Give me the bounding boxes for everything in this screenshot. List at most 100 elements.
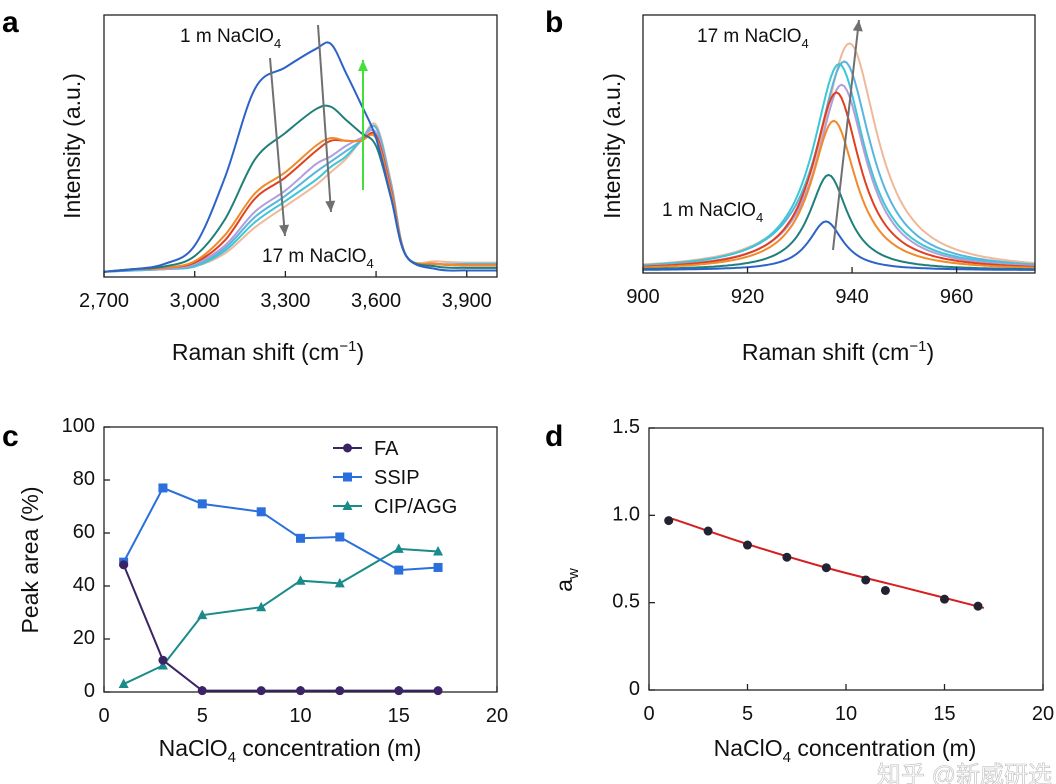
panel-d-x-tick-label: 15 (933, 703, 955, 725)
panel-a-axes-frame (103, 14, 498, 278)
panel-a-x-tick-label: 2,700 (79, 290, 129, 312)
panel-c-marker-fa (256, 686, 266, 696)
panel-letter-d: d (545, 420, 563, 453)
panel-a-x-tick-label: 3,300 (260, 290, 310, 312)
legend-label-cip-agg: CIP/AGG (374, 496, 457, 518)
panel-c-y-tick-label: 60 (73, 521, 95, 543)
panel-d: 0 5 10 15 20 0 0.5 1.0 1.5 aw NaClO4 concentrati… (551, 416, 1054, 766)
panel-a: 2,700 3,000 3,300 3,600 3,900 Intensity (a.u… (59, 14, 498, 365)
panel-c-line-cip-agg (123, 547, 439, 685)
panel-c-y-tick-label: 100 (62, 415, 95, 437)
legend-marker-cip-agg (342, 500, 353, 510)
panel-c-ylabel: Peak area (%) (17, 486, 43, 633)
panel-a-x-tick-label: 3,000 (170, 290, 220, 312)
panel-d-y-tick-label: 1.0 (612, 503, 640, 525)
panel-c-marker-fa (394, 686, 404, 696)
panel-c-marker-ssip (256, 507, 266, 517)
panel-c-line-fa (122, 564, 439, 692)
panel-d-data-point (664, 516, 674, 526)
panel-a-x-tick-label: 3,900 (442, 290, 492, 312)
panel-b-annotation-17m: 17 m NaClO4 (697, 26, 809, 51)
panel-c-x-tick-label: 5 (197, 705, 208, 727)
panel-c-y-tick-label: 20 (73, 627, 95, 649)
panel-a-arrow-peak (317, 24, 332, 213)
panel-c-marker-fa (158, 655, 168, 665)
panel-a-x-tick-label: 3,600 (351, 290, 401, 312)
legend-label-fa: FA (374, 438, 399, 460)
panel-b-spectrum-0 (642, 42, 1036, 266)
panel-d-xlabel: NaClO4 concentration (m) (714, 735, 977, 766)
panel-c-line-ssip (122, 486, 439, 572)
panel-c-xlabel: NaClO4 concentration (m) (159, 735, 422, 766)
panel-b-spectrum-4 (642, 91, 1036, 268)
panel-d-x-tick-label: 10 (835, 703, 857, 725)
legend-marker-ssip (343, 472, 352, 482)
panel-d-x-tick-label: 0 (643, 703, 654, 725)
panel-letter-c: c (2, 420, 19, 453)
panel-c-marker-ssip (296, 533, 305, 543)
panel-c-marker-ssip (197, 499, 207, 509)
panel-c-marker-fa (433, 686, 443, 696)
panel-c-marker-cip-agg (295, 575, 306, 585)
panel-c-marker-ssip (335, 532, 345, 542)
panel-a-spectra: 2,700 3,000 3,300 3,600 3,900 (79, 14, 498, 312)
panel-c-x-tick-label: 20 (486, 705, 508, 727)
panel-c-marker-cip-agg (157, 660, 168, 670)
panel-a-arrow-peak-head (325, 200, 336, 212)
panel-b-spectrum-5 (642, 119, 1036, 269)
panel-c-y-tick-label: 40 (73, 574, 95, 596)
panel-d-data-point (782, 552, 792, 562)
panel-b-spectrum-7 (643, 220, 1035, 271)
panel-c-marker-cip-agg (256, 601, 267, 612)
panel-d-y-tick-label: 0 (629, 678, 640, 700)
panel-letter-b: b (545, 6, 563, 39)
panel-c-marker-fa (335, 686, 345, 696)
panel-b-spectrum-2 (642, 62, 1036, 267)
panel-b-x-tick-label: 920 (731, 286, 764, 308)
panel-c-legend: FA SSIP CIP/AGG (333, 438, 457, 518)
panel-b-x-tick-label: 900 (626, 286, 659, 308)
panel-d-plot: 0 5 10 15 20 0 0.5 1.0 1.5 (612, 416, 1054, 725)
panel-a-ylabel: Intensity (a.u.) (59, 73, 85, 219)
panel-b-annotation-1m: 1 m NaClO4 (662, 200, 763, 225)
panel-b-axes-frame (642, 14, 1036, 274)
panel-b-xlabel: Raman shift (cm−1) (742, 338, 934, 365)
panel-c-x-tick-label: 0 (98, 705, 109, 727)
panel-c-marker-cip-agg (433, 546, 444, 556)
panel-b-spectrum-3 (642, 83, 1036, 268)
panel-c-x-tick-label: 10 (289, 705, 311, 727)
panel-c-y-tick-label: 80 (73, 468, 95, 490)
panel-c-marker-ssip (394, 565, 404, 575)
panel-c-y-tick-label: 0 (84, 680, 95, 702)
panel-d-axes-frame (648, 427, 1044, 691)
panel-c-marker-fa (119, 560, 129, 570)
panel-c-marker-ssip (158, 483, 168, 493)
panel-d-data-point (973, 601, 983, 611)
panel-c-x-tick-label: 15 (388, 705, 410, 727)
panel-c-marker-cip-agg (393, 543, 404, 553)
panel-b-ylabel: Intensity (a.u.) (599, 73, 625, 219)
panel-c-marker-cip-agg (118, 678, 129, 689)
legend-label-ssip: SSIP (374, 467, 420, 489)
watermark: 知乎 @新威研选 (877, 762, 1052, 784)
panel-a-annotation-17m: 17 m NaClO4 (262, 246, 374, 271)
panel-letter-a: a (2, 6, 19, 39)
panel-c-marker-cip-agg (197, 609, 208, 620)
panel-d-x-tick-label: 20 (1032, 703, 1054, 725)
panel-b-x-tick-label: 960 (940, 286, 973, 308)
panel-c-plot: 0 5 10 15 20 0 20 40 60 80 100 (62, 415, 509, 727)
panel-d-data-point (821, 563, 831, 573)
panel-d-data-point (940, 594, 949, 604)
panel-b-x-tick-label: 940 (835, 286, 868, 308)
panel-d-data-point (880, 585, 890, 595)
panel-d-y-tick-label: 0.5 (612, 591, 640, 613)
panel-c-marker-fa (197, 686, 207, 696)
panel-d-data-point (703, 526, 713, 536)
panel-a-arrow-shoulder (269, 57, 286, 237)
panel-c-axes-frame (103, 426, 498, 693)
panel-d-ylabel: aw (551, 568, 582, 592)
panel-b-arrow-shift-head (852, 20, 863, 32)
panel-c: 0 5 10 15 20 0 20 40 60 80 100 Peak area (%) NaClO… (17, 415, 508, 766)
panel-b-arrow-shift (832, 19, 860, 251)
